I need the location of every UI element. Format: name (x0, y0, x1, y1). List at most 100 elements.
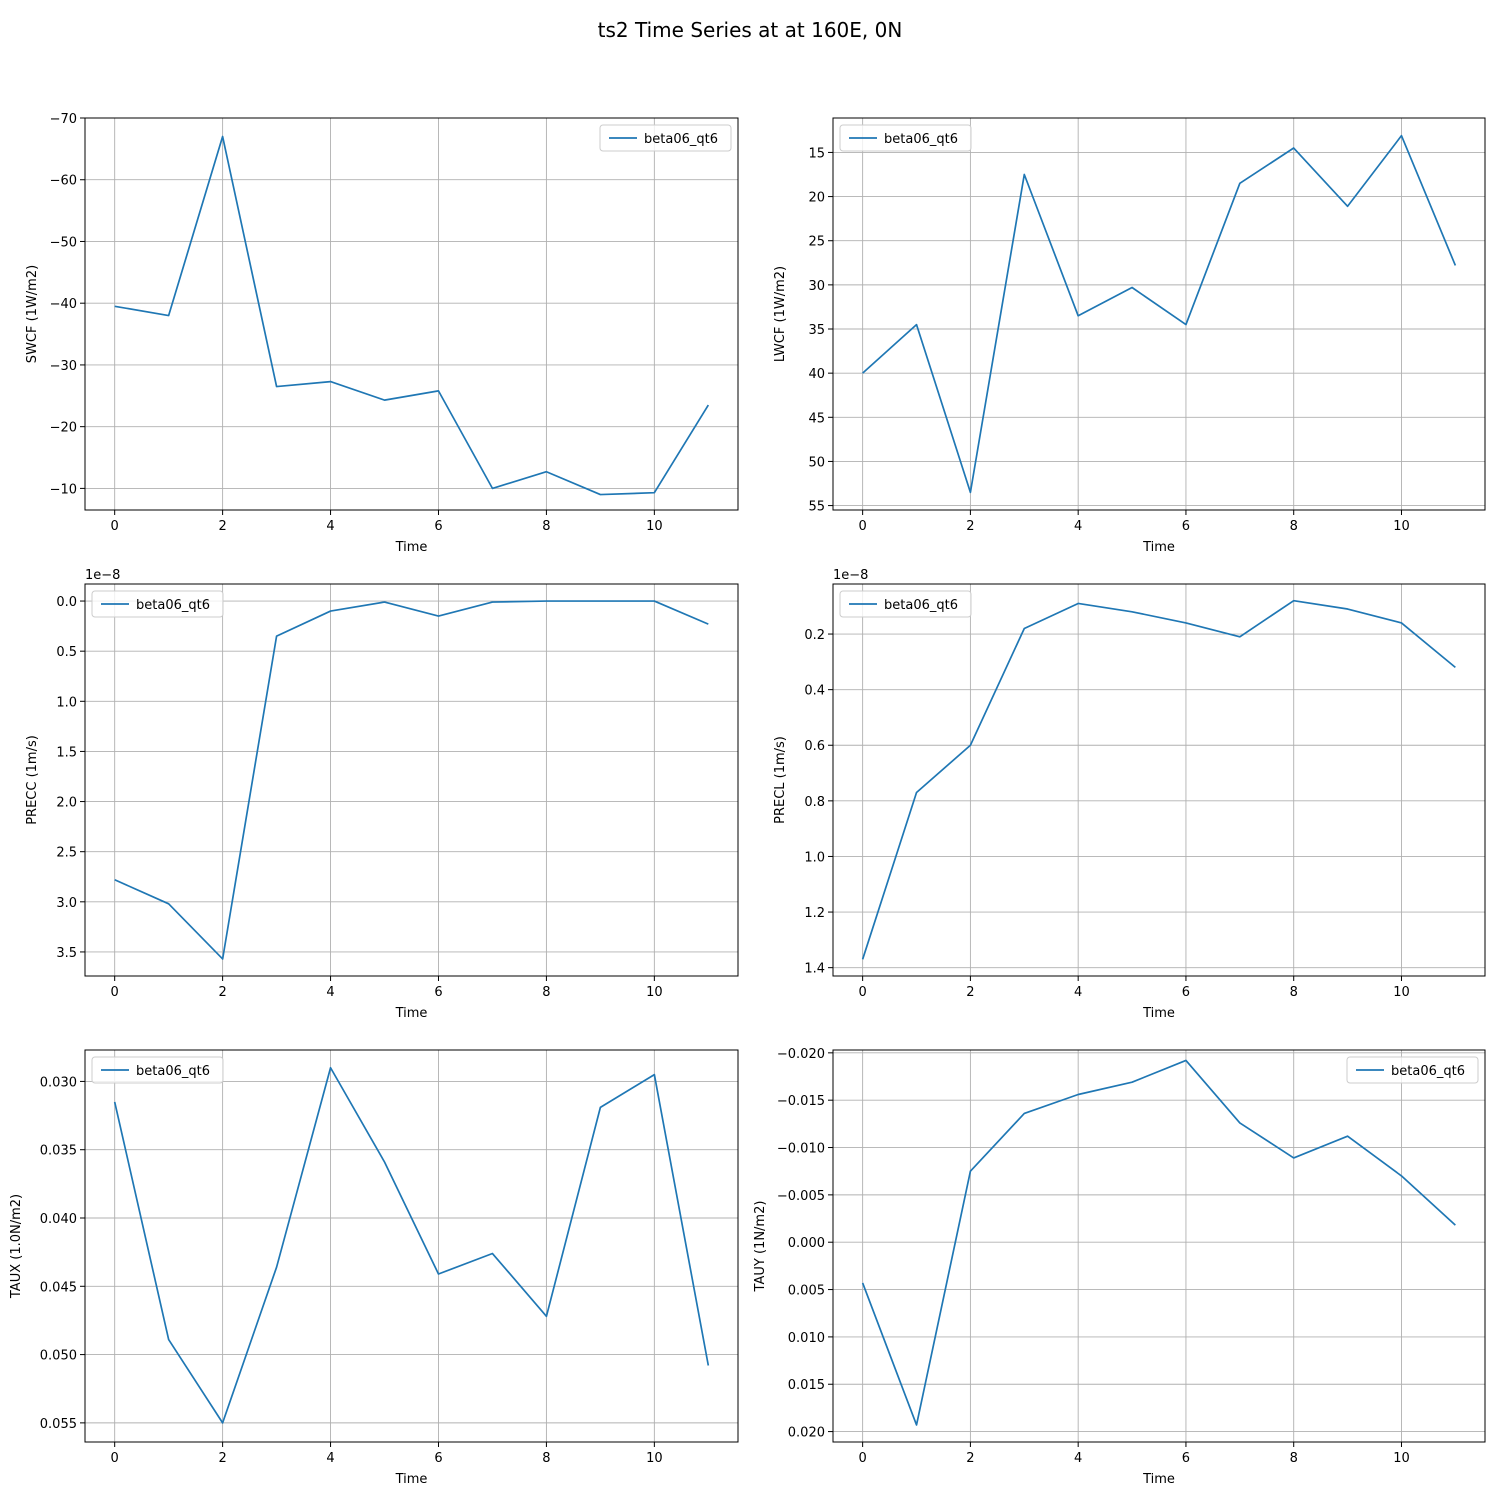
y-tick-label: 0.045 (40, 1280, 77, 1295)
y-tick-label: 1.2 (804, 906, 825, 921)
series-line-beta06_qt6 (114, 600, 709, 960)
plot-frame (832, 583, 1486, 977)
legend: beta06_qt6 (839, 124, 972, 152)
y-tick-label: −30 (50, 359, 77, 374)
x-tick-label: 2 (966, 519, 974, 534)
x-tick-label: 6 (434, 519, 442, 534)
y-tick-label: 3.5 (56, 946, 77, 961)
plot-frame (84, 1049, 739, 1443)
y-tick-label: 0.030 (40, 1075, 77, 1090)
y-tick-label: 1.0 (804, 850, 825, 865)
y-tick-label: 2.5 (56, 846, 77, 861)
x-tick-label: 2 (966, 985, 974, 1000)
legend-label: beta06_qt6 (644, 132, 718, 147)
y-tick-label: 0.0 (56, 595, 77, 610)
subplot-5: 0 2 4 6 8 10 0.030 0.035 0.040 0.045 0.050 0.055 Tim… (9, 1049, 739, 1487)
legend-label: beta06_qt6 (884, 598, 958, 613)
x-tick-label: 10 (646, 985, 663, 1000)
series-line-beta06_qt6 (114, 135, 710, 496)
legend-label: beta06_qt6 (884, 132, 958, 147)
legend-box (839, 124, 972, 152)
plot-frame (832, 1049, 1486, 1443)
y-offset-label: 1e−8 (85, 568, 120, 583)
x-tick-label: 0 (858, 519, 866, 534)
y-axis-label: TAUY (1N/m2) (753, 1201, 768, 1293)
y-tick-label: 35 (808, 323, 825, 338)
x-tick-label: 2 (218, 985, 226, 1000)
x-tick-label: 6 (434, 1451, 442, 1466)
legend-box (91, 590, 224, 618)
x-tick-label: 4 (326, 519, 334, 534)
y-axis-label: SWCF (1W/m2) (25, 265, 40, 363)
legend-label: beta06_qt6 (136, 598, 210, 613)
plot-frame (84, 583, 739, 977)
legend-box (599, 124, 732, 152)
y-tick-label: 0.035 (40, 1144, 77, 1159)
y-tick-label: −50 (50, 235, 77, 250)
plot-frame (84, 117, 739, 511)
x-tick-label: 6 (1182, 519, 1190, 534)
y-tick-label: 15 (808, 146, 825, 161)
y-tick-label: 45 (808, 411, 825, 426)
legend: beta06_qt6 (599, 124, 732, 152)
y-axis-label: PRECC (1m/s) (25, 735, 40, 825)
y-tick-label: 3.0 (56, 896, 77, 911)
y-tick-label: 40 (808, 367, 825, 382)
y-tick-label: −20 (50, 421, 77, 436)
series-line-beta06_qt6 (861, 1059, 1456, 1426)
x-tick-label: 0 (858, 1451, 866, 1466)
x-tick-label: 10 (646, 1451, 663, 1466)
subplot-4: 0 2 4 6 8 10 0.2 0.4 0.6 0.8 1.0 1.2 1.4 1e−8 Time PREC… (773, 568, 1486, 1021)
y-tick-label: 1.0 (56, 695, 77, 710)
subplot-3: 0 2 4 6 8 10 0.0 0.5 1.0 1.5 2.0 2.5 3.0 3.5 1e−8 Time P… (25, 568, 739, 1021)
x-tick-label: 2 (218, 1451, 226, 1466)
y-tick-label: −0.005 (777, 1189, 825, 1204)
y-axis-label: PRECL (1m/s) (773, 736, 788, 824)
x-tick-label: 4 (1074, 985, 1082, 1000)
x-tick-label: 8 (542, 519, 550, 534)
x-axis-label: Time (1142, 1472, 1175, 1487)
x-axis-label: Time (395, 1006, 428, 1021)
x-tick-label: 4 (326, 1451, 334, 1466)
y-tick-label: −0.015 (777, 1094, 825, 1109)
legend-box (91, 1056, 224, 1084)
y-tick-label: 25 (808, 235, 825, 250)
legend-box (839, 590, 972, 618)
y-axis-label: TAUX (1.0N/m2) (9, 1194, 24, 1299)
plot-frame (832, 117, 1486, 511)
x-tick-label: 4 (1074, 1451, 1082, 1466)
x-tick-label: 10 (1393, 519, 1410, 534)
y-tick-label: −40 (50, 297, 77, 312)
subplot-6: 0 2 4 6 8 10 −0.020 −0.015 −0.010 −0.005 0.000 0.00… (753, 1047, 1486, 1487)
y-tick-label: 0.5 (56, 645, 77, 660)
y-offset-label: 1e−8 (833, 568, 868, 583)
y-tick-label: −0.020 (777, 1047, 825, 1062)
y-tick-label: 0.4 (804, 684, 825, 699)
y-tick-label: 0.2 (804, 628, 825, 643)
x-tick-label: 8 (542, 1451, 550, 1466)
x-tick-label: 0 (858, 985, 866, 1000)
legend: beta06_qt6 (1346, 1056, 1479, 1084)
x-tick-label: 0 (111, 985, 119, 1000)
y-tick-label: 1.5 (56, 745, 77, 760)
x-tick-label: 6 (434, 985, 442, 1000)
x-tick-label: 8 (1290, 1451, 1298, 1466)
legend: beta06_qt6 (91, 1056, 224, 1084)
y-tick-label: 0.050 (40, 1349, 77, 1364)
x-tick-label: 2 (966, 1451, 974, 1466)
y-tick-label: 2.0 (56, 796, 77, 811)
y-tick-label: 0.040 (40, 1212, 77, 1227)
x-axis-label: Time (395, 540, 428, 555)
x-tick-label: 8 (542, 985, 550, 1000)
x-axis-label: Time (1142, 540, 1175, 555)
y-tick-label: 0.015 (788, 1378, 825, 1393)
x-axis-label: Time (395, 1472, 428, 1487)
y-tick-label: −70 (50, 112, 77, 127)
legend: beta06_qt6 (839, 590, 972, 618)
x-tick-label: 8 (1290, 519, 1298, 534)
x-tick-label: 0 (111, 519, 119, 534)
y-tick-label: 0.005 (788, 1284, 825, 1299)
x-tick-label: 8 (1290, 985, 1298, 1000)
y-tick-label: 50 (808, 455, 825, 470)
